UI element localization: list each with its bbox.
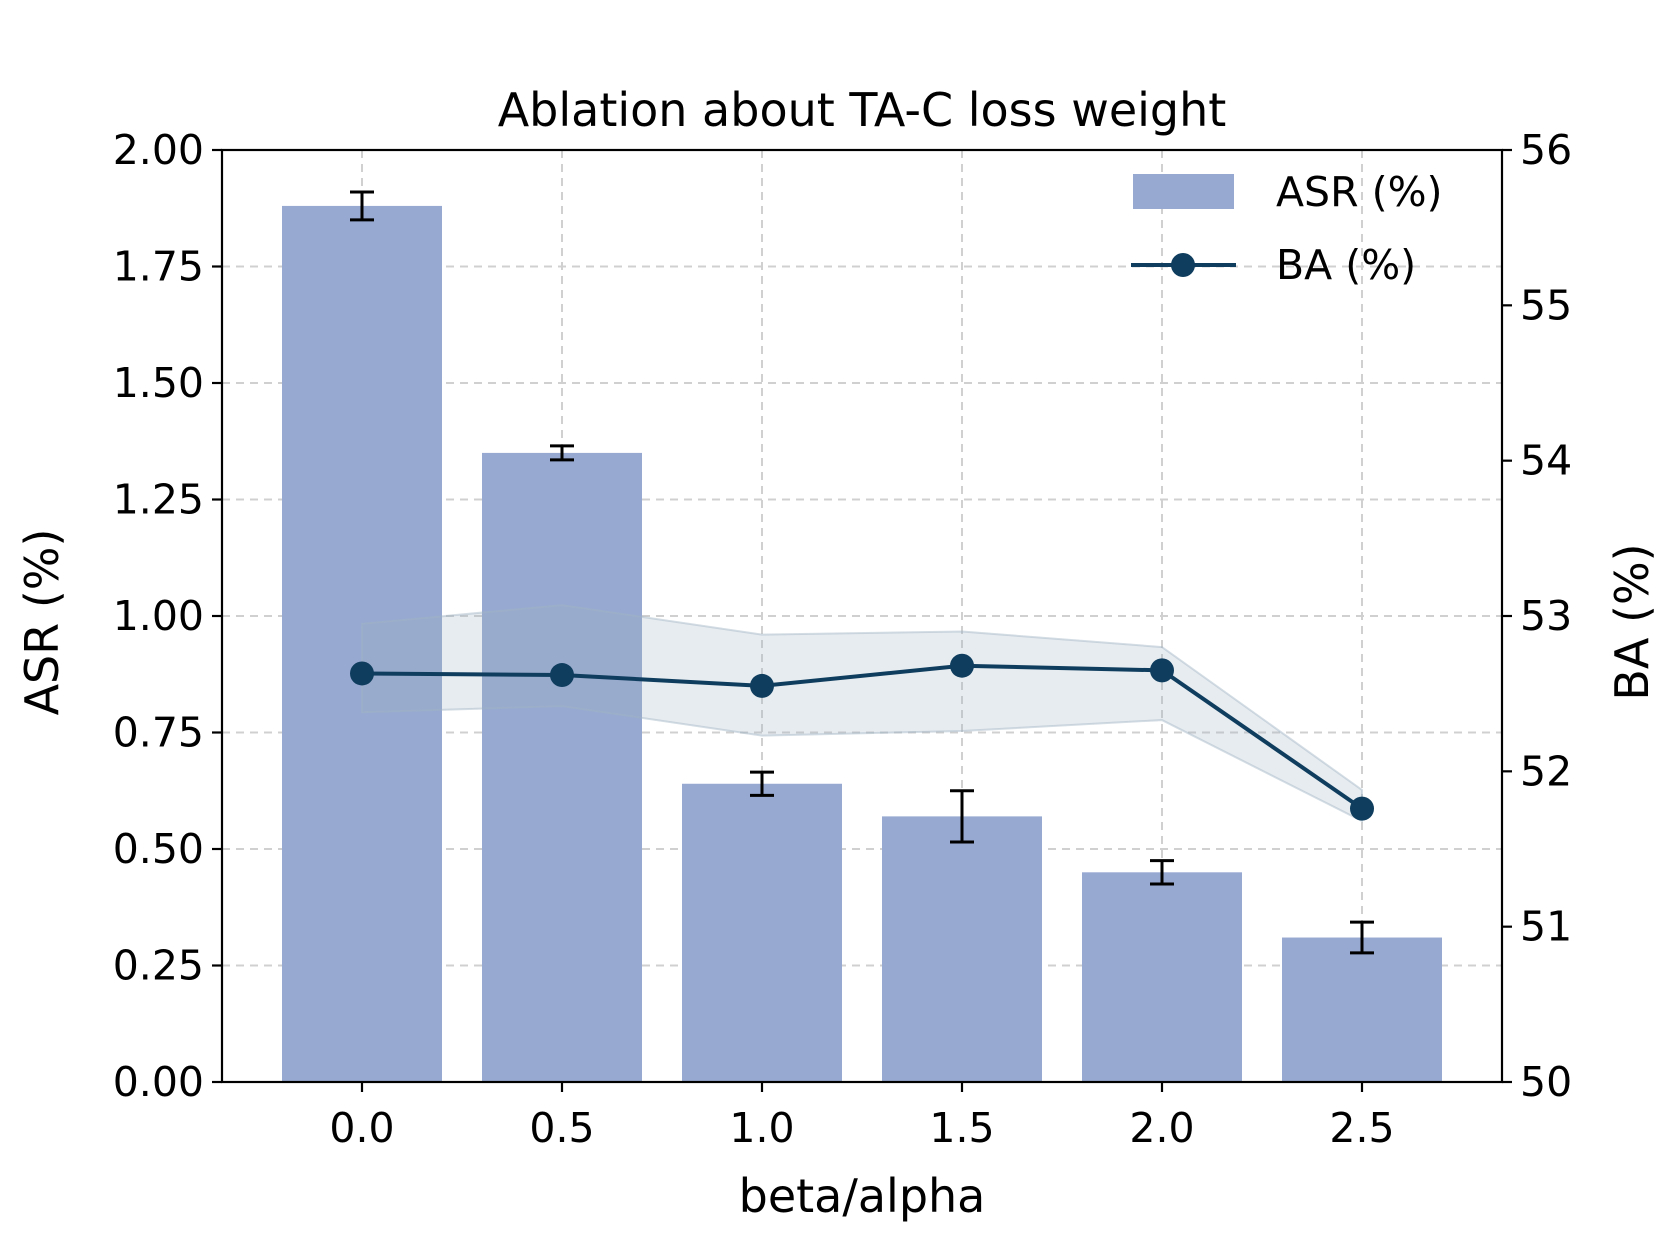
legend: ASR (%) BA (%): [1131, 168, 1443, 289]
ba-point: [1150, 658, 1174, 683]
asr-bar: [682, 783, 842, 1082]
x-tick-label: 2.0: [1129, 1104, 1194, 1152]
legend-asr-swatch: [1133, 174, 1234, 209]
y-tick-label: 1.00: [113, 592, 204, 640]
x-tick-label: 0.0: [329, 1104, 394, 1152]
ba-line: [361, 663, 1364, 811]
ba-confidence-band-layer: [361, 604, 1363, 823]
y-tick-label: 0.75: [113, 709, 204, 757]
y2-tick-label: 56: [1520, 126, 1572, 174]
y2-tick-label: 50: [1520, 1058, 1572, 1106]
asr-bar: [1282, 937, 1442, 1082]
ba-point: [550, 663, 574, 688]
ba-point: [950, 653, 974, 678]
error-bars-layer: [350, 190, 1374, 955]
y-tick-label: 0.00: [113, 1058, 204, 1106]
y2-tick-label: 54: [1520, 437, 1572, 485]
asr-bar: [1082, 872, 1242, 1082]
y-tick-label: 1.75: [113, 243, 204, 291]
x-tick-label: 1.0: [729, 1104, 794, 1152]
x-tick-label: 0.5: [529, 1104, 594, 1152]
y2-tick-label: 55: [1520, 281, 1572, 329]
ba-point: [1350, 796, 1374, 821]
legend-ba-marker: [1171, 253, 1195, 277]
asr-bar: [882, 816, 1042, 1082]
chart-title: Ablation about TA-C loss weight: [498, 83, 1227, 137]
y-tick-label: 1.25: [113, 476, 204, 524]
y2-tick-label: 52: [1520, 747, 1572, 795]
y-tick-label: 1.50: [113, 359, 204, 407]
y-tick-label: 0.25: [113, 942, 204, 990]
legend-ba-label: BA (%): [1276, 241, 1416, 289]
ba-confidence-band: [361, 604, 1363, 823]
y2-tick-label: 53: [1520, 592, 1572, 640]
ba-line-layer: [350, 653, 1374, 821]
y-axis-title: ASR (%): [15, 529, 69, 716]
x-tick-label: 2.5: [1329, 1104, 1394, 1152]
ba-point: [350, 661, 374, 686]
x-axis-title: beta/alpha: [739, 1169, 986, 1223]
x-tick-label: 1.5: [929, 1104, 994, 1152]
ba-point: [750, 673, 774, 698]
axes-layer: 0.00 0.25 0.50 0.75 1.00 1.25 1.50 1.75 2.00 50 51…: [113, 126, 1572, 1152]
bars-layer: [282, 205, 1442, 1083]
y-tick-label: 2.00: [113, 126, 204, 174]
y2-tick-label: 51: [1520, 903, 1572, 951]
y-tick-label: 0.50: [113, 825, 204, 873]
legend-asr-label: ASR (%): [1276, 168, 1443, 216]
asr-bar: [482, 452, 642, 1082]
asr-bar: [282, 205, 442, 1083]
y2-axis-title: BA (%): [1605, 543, 1659, 700]
